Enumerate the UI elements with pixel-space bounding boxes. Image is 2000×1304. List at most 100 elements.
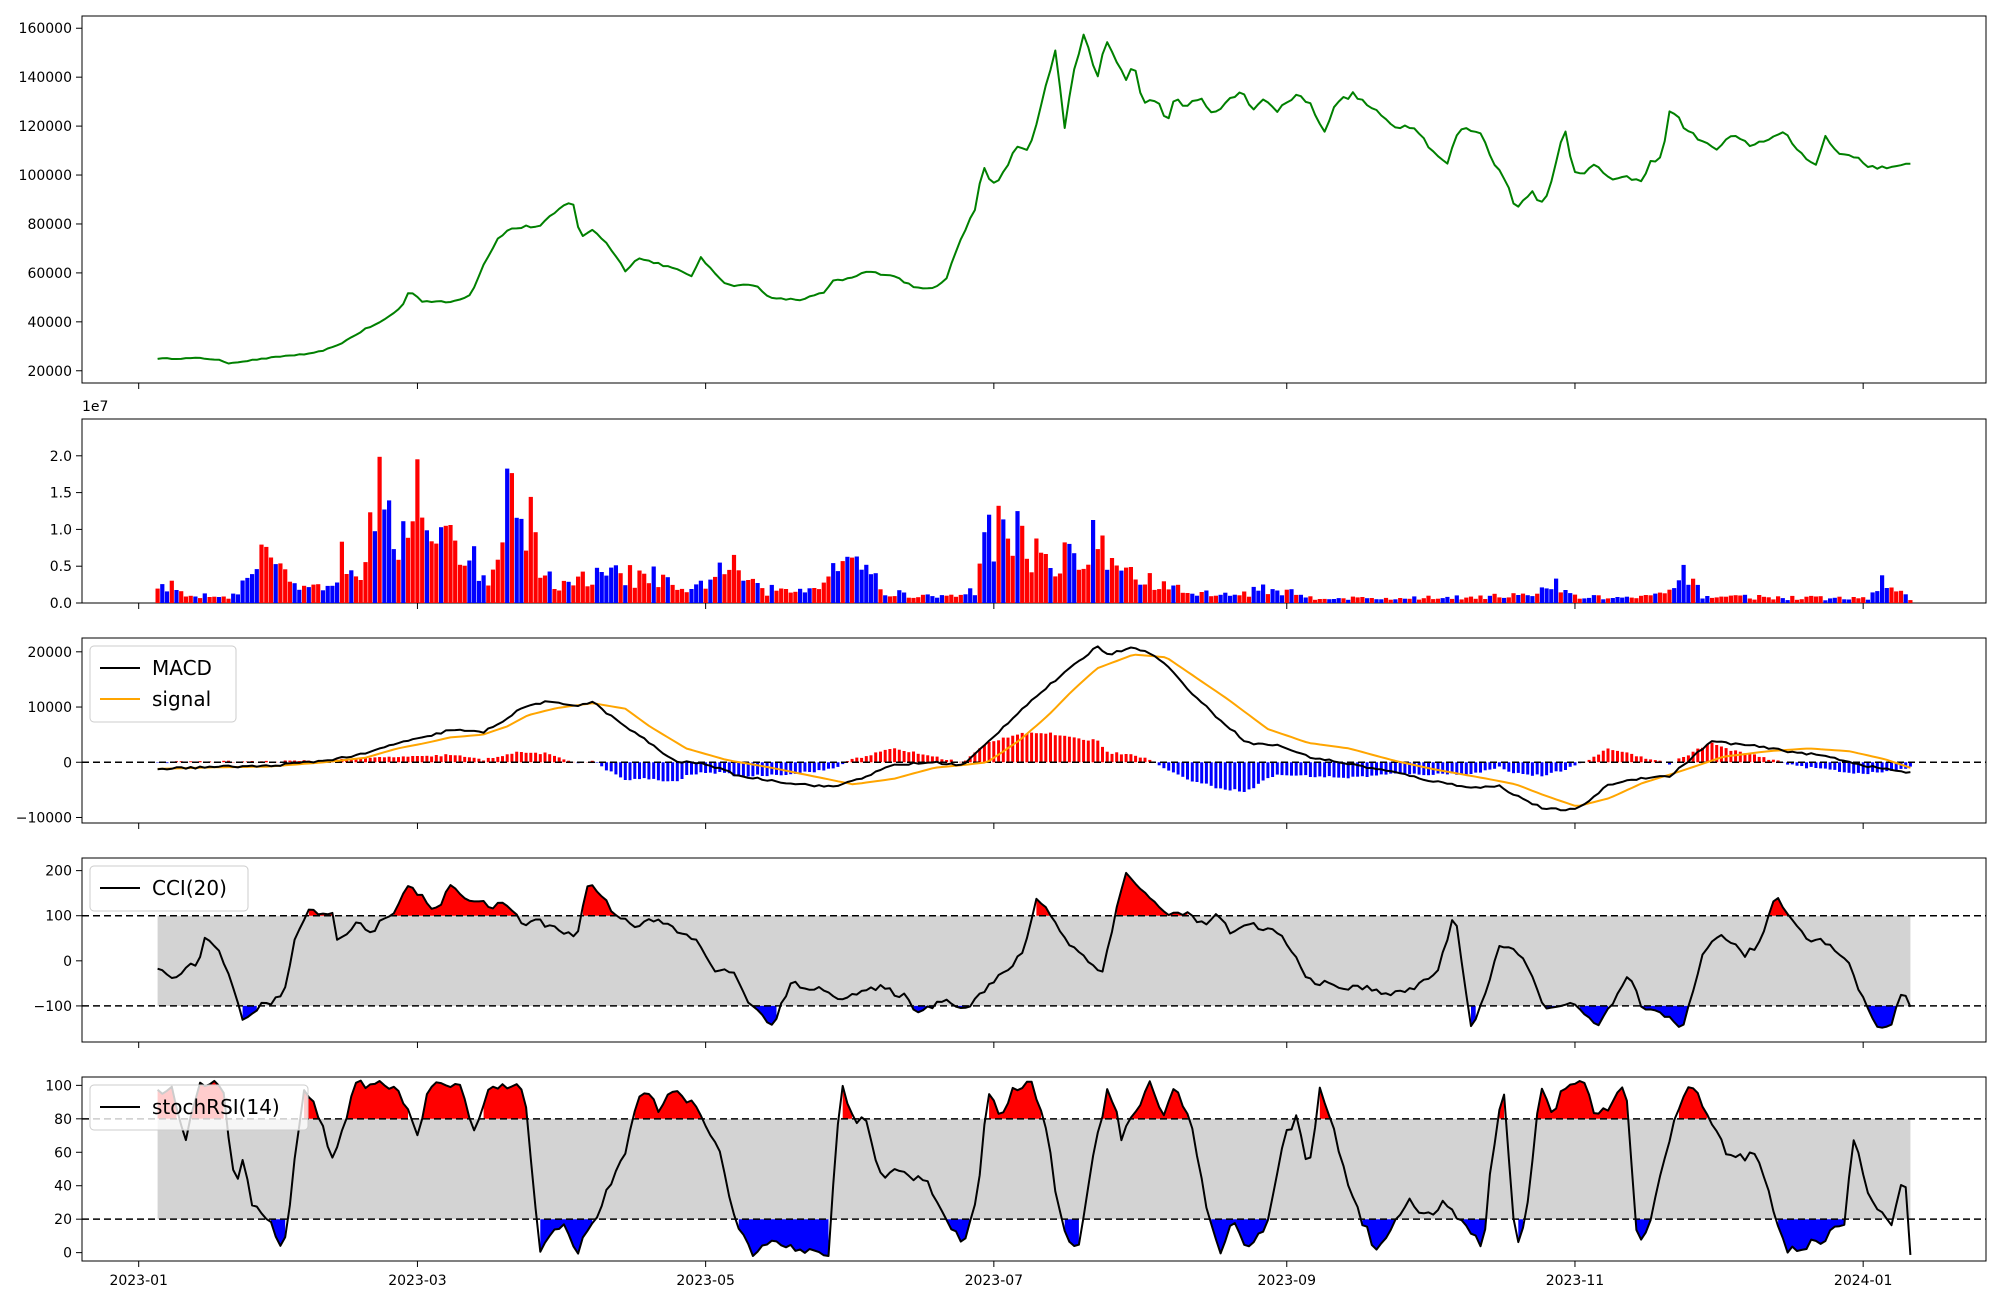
volume-bar [1332,599,1336,603]
macd-histogram-bar [1739,752,1742,763]
volume-bar [1724,597,1728,603]
volume-bar [699,581,703,603]
volume-bar [1625,597,1629,603]
cci-ytick-label: 0 [63,954,72,970]
volume-bar [1393,599,1397,603]
volume-bar [250,574,254,603]
volume-bar [1639,596,1643,603]
volume-bar [193,597,197,604]
volume-bar [982,532,986,603]
macd-histogram-bar [808,762,811,772]
macd-histogram-bar [1559,762,1562,771]
volume-bar [1894,591,1898,603]
volume-bar [534,532,538,603]
volume-bar [1771,599,1775,603]
macd-histogram-bar [392,757,395,762]
volume-bar [316,584,320,603]
volume-bar [1502,598,1506,603]
volume-bar [1072,553,1076,603]
macd-histogram-bar [614,762,617,774]
volume-ytick-label: 1.0 [50,522,72,538]
volume-bar [1327,599,1331,603]
volume-bar [902,593,906,604]
volume-bar [845,557,849,603]
macd-histogram-bar [388,757,391,763]
volume-bar [1861,597,1865,603]
volume-bar [628,565,632,603]
volume-bar [916,597,920,603]
macd-histogram-bar [983,745,986,762]
volume-bar [1682,565,1686,603]
volume-bar [1776,596,1780,603]
macd-histogram-bar [1550,762,1553,773]
volume-bar [1719,597,1723,603]
volume-bar [1124,568,1128,603]
macd-histogram-bar [619,762,622,777]
macd-histogram-bar [907,752,910,762]
price-ytick-label: 80000 [27,217,72,233]
volume-bar [241,581,245,604]
volume-bar [458,565,462,603]
volume-bar [1658,593,1662,603]
macd-histogram-bar [539,754,542,762]
volume-bar [1200,592,1204,603]
macd-histogram-bar [605,762,608,770]
volume-bar [883,595,887,603]
macd-histogram-bar [1536,762,1539,774]
volume-bar [571,585,575,603]
volume-bar [1460,599,1464,603]
macd-histogram-bar [610,762,613,771]
volume-bar [1214,596,1218,603]
volume-bar [1157,589,1161,603]
macd-histogram-bar [1299,762,1302,775]
macd-histogram-bar [1333,762,1336,777]
macd-histogram-bar [922,755,925,763]
volume-bar [1044,554,1048,603]
volume-bar [160,584,164,603]
macd-histogram-bar [1120,754,1123,762]
macd-histogram-bar [1337,762,1340,777]
macd-histogram-bar [785,762,788,775]
volume-bar [921,595,925,603]
macd-histogram-bar [1177,762,1180,774]
volume-bar [600,572,604,603]
volume-ytick-label: 0.5 [50,559,72,575]
stochrsi-overbought-fill [422,1082,469,1119]
macd-ytick-label: −10000 [16,810,72,826]
volume-bar [293,583,297,603]
volume-bar [1573,595,1577,603]
volume-bar [302,586,306,603]
volume-bar [864,565,868,603]
volume-bar [585,586,589,603]
macd-histogram-bar [1318,762,1321,776]
volume-bar [1667,590,1671,603]
volume-bar [784,589,788,603]
volume-bar [907,598,911,603]
volume-bar [1171,586,1175,604]
volume-bar [1162,581,1166,603]
macd-histogram-bar [827,762,830,768]
volume-bar [1630,598,1634,603]
volume-bar [860,570,864,603]
volume-bar [1563,590,1567,603]
macd-histogram-bar [1309,762,1312,777]
volume-bar [519,519,523,603]
volume-bar [704,589,708,603]
macd-histogram-bar [1219,762,1222,788]
volume-bar [576,577,580,603]
volume-bar [439,527,443,603]
volume-bar [694,584,698,603]
macd-histogram-bar [529,753,532,762]
volume-bar [1058,574,1062,604]
volume-bar [1063,542,1067,603]
macd-histogram-bar [1295,762,1298,775]
stochrsi-ytick-label: 80 [54,1112,72,1128]
volume-bar [1299,595,1303,603]
volume-bar [378,457,382,603]
macd-histogram-bar [544,753,547,763]
volume-bar [1856,598,1860,603]
macd-histogram-bar [596,762,599,763]
cci-band [158,916,1911,1006]
volume-bar [855,557,859,604]
volume-bar [850,558,854,603]
